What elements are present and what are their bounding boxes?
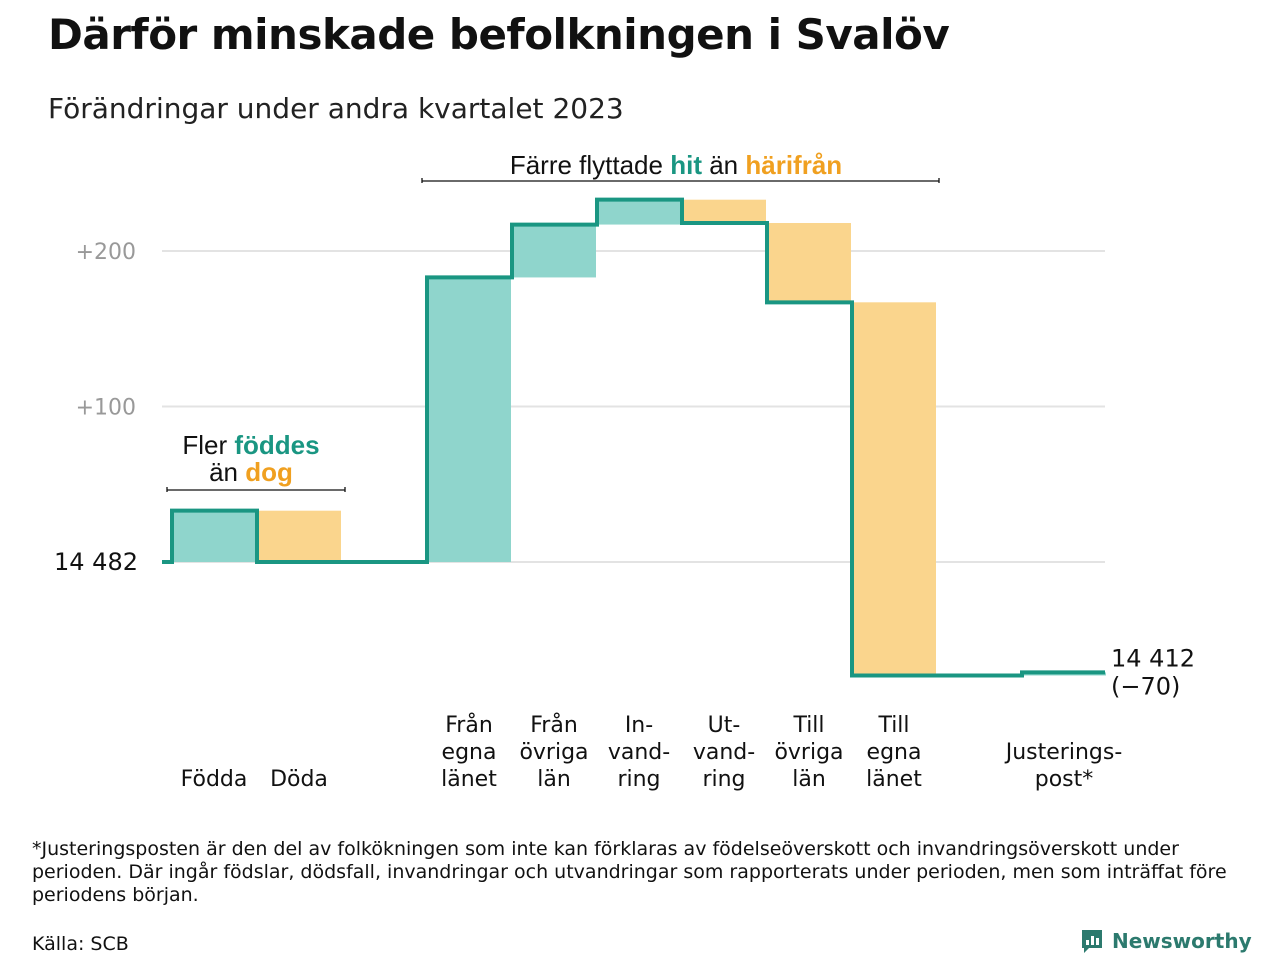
- category-label: övriga: [774, 740, 843, 765]
- annotation-part: Färre flyttade: [510, 150, 670, 180]
- category-label: länet: [866, 767, 922, 792]
- brand-name: Newsworthy: [1112, 929, 1252, 953]
- waterfall-bar: [597, 199, 681, 225]
- category-label: övriga: [519, 740, 588, 765]
- annotation-births-line2: än dog: [209, 457, 293, 487]
- waterfall-bar: [512, 224, 596, 278]
- y-tick-label: +100: [76, 396, 136, 421]
- category-label: Döda: [270, 767, 328, 792]
- waterfall-bar: [767, 223, 851, 303]
- annotation-part: dog: [245, 457, 293, 487]
- category-label: egna: [442, 740, 497, 765]
- waterfall-bar: [852, 302, 936, 676]
- footnote: *Justeringsposten är den del av folkökni…: [32, 838, 1227, 906]
- category-label: In-: [625, 713, 653, 738]
- annotation-part: Fler: [182, 430, 234, 460]
- category-label: Ut-: [708, 713, 741, 738]
- category-label: ring: [617, 767, 660, 792]
- category-label: post*: [1035, 767, 1094, 792]
- category-label: Till: [877, 713, 909, 738]
- annotation-migration: Färre flyttade hit än härifrån: [510, 150, 842, 180]
- end-value-label: 14 412: [1111, 644, 1195, 672]
- annotation-part: än: [209, 457, 245, 487]
- waterfall-bar: [257, 510, 341, 562]
- category-label: vand-: [693, 740, 755, 765]
- category-label: Från: [445, 712, 493, 738]
- category-label: ring: [702, 767, 745, 792]
- annotation-part: än: [702, 150, 745, 180]
- annotation-bracket-migration: [421, 178, 940, 183]
- category-label: vand-: [608, 740, 670, 765]
- start-value-label: 14 482: [54, 548, 138, 576]
- newsworthy-logo-icon: [1082, 930, 1102, 953]
- source-label: Källa: SCB: [32, 933, 129, 955]
- category-label: Födda: [181, 767, 248, 792]
- category-label: Från: [530, 712, 578, 738]
- chart-subtitle: Förändringar under andra kvartalet 2023: [48, 92, 624, 125]
- category-label: egna: [867, 740, 922, 765]
- category-label: Till: [792, 713, 824, 738]
- waterfall-bar: [682, 199, 766, 224]
- waterfall-bar: [427, 277, 511, 562]
- waterfall-bar: [172, 510, 256, 562]
- newsworthy-logo: Newsworthy: [1080, 928, 1252, 954]
- chart-title: Därför minskade befolkningen i Svalöv: [48, 10, 950, 59]
- category-label: län: [792, 767, 826, 792]
- annotation-bracket-births: [166, 487, 346, 492]
- annotation-part: härifrån: [745, 150, 842, 180]
- end-change-label: (−70): [1111, 672, 1180, 700]
- annotation-births-line1: Fler föddes: [182, 430, 319, 460]
- category-label: Justerings-: [1004, 740, 1123, 765]
- annotation-part: föddes: [234, 430, 319, 460]
- category-label: länet: [441, 767, 497, 792]
- y-tick-label: +200: [76, 240, 136, 265]
- cumulative-step-line: [162, 197, 1105, 678]
- annotation-part: hit: [670, 150, 702, 180]
- category-label: län: [537, 767, 571, 792]
